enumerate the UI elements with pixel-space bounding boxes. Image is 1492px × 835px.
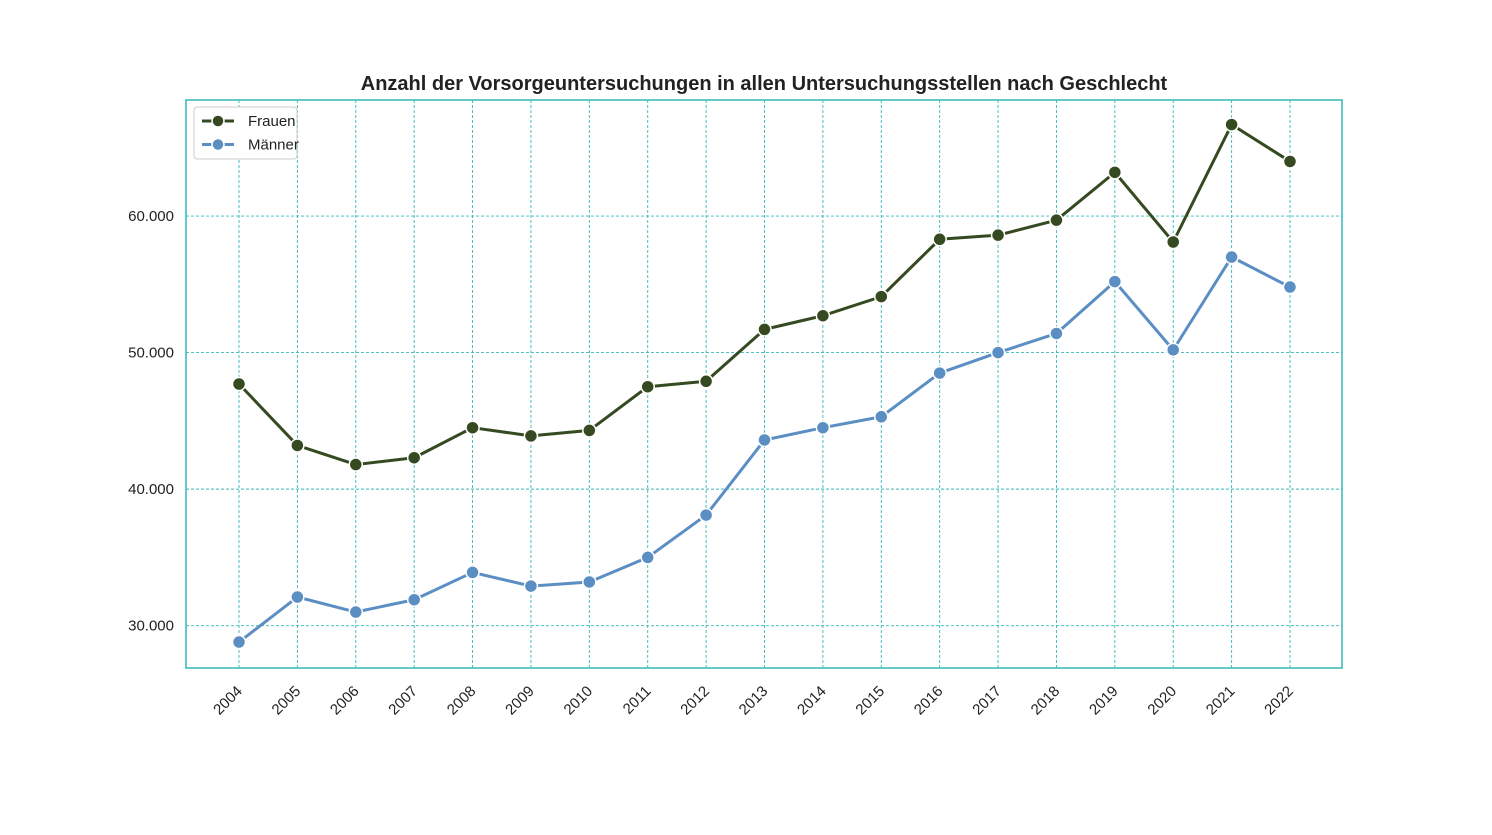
y-tick-label: 40.000: [128, 481, 174, 498]
data-point: [1224, 249, 1239, 265]
data-point: [932, 232, 947, 247]
data-point: [348, 604, 364, 620]
data-point: [231, 634, 247, 650]
x-tick-label: 2019: [1086, 683, 1122, 719]
data-point: [874, 409, 889, 425]
data-point: [698, 507, 714, 523]
data-point: [231, 376, 247, 392]
data-point: [640, 379, 655, 394]
x-tick-label: 2016: [911, 683, 947, 719]
x-tick-label: 2007: [385, 683, 421, 719]
legend-label: Männer: [248, 137, 299, 154]
y-tick-label: 50.000: [128, 345, 174, 362]
data-point: [1165, 234, 1181, 250]
y-tick-label: 30.000: [128, 618, 174, 635]
x-tick-label: 2020: [1144, 683, 1180, 719]
x-tick-label: 2008: [444, 683, 480, 719]
data-point: [815, 420, 831, 435]
x-tick-label: 2005: [269, 683, 305, 719]
data-point: [1107, 165, 1123, 180]
data-point: [523, 428, 539, 444]
data-point: [1049, 326, 1064, 341]
data-point: [290, 589, 305, 605]
data-point: [465, 420, 480, 435]
legend-label: Frauen: [248, 113, 296, 130]
data-point: [757, 322, 772, 337]
data-point: [465, 565, 480, 580]
x-tick-label: 2015: [852, 683, 888, 719]
data-point: [698, 374, 714, 389]
data-point: [874, 289, 889, 304]
x-tick-label: 2022: [1261, 683, 1297, 719]
data-point: [990, 345, 1006, 360]
series-line: [237, 255, 1292, 644]
x-tick-label: 2011: [620, 683, 655, 718]
data-point: [290, 438, 305, 453]
data-point: [1282, 154, 1298, 169]
legend-marker: [211, 137, 225, 152]
x-tick-label: 2004: [210, 683, 246, 719]
data-point: [1224, 117, 1239, 132]
data-point: [815, 308, 831, 323]
y-tick-label: 60.000: [128, 208, 174, 225]
data-point: [1165, 342, 1181, 358]
x-tick-label: 2010: [561, 683, 597, 719]
data-point: [1049, 212, 1064, 228]
x-tick-label: 2012: [677, 683, 713, 719]
series-1: [231, 117, 1298, 472]
data-point: [582, 423, 597, 438]
x-tick-label: 2013: [736, 683, 772, 719]
data-point: [990, 227, 1006, 243]
data-point: [348, 457, 364, 472]
legend: Frauen Männer: [193, 106, 299, 160]
grid-lines: [186, 100, 1342, 668]
x-tick-label: 2018: [1028, 683, 1064, 719]
data-point: [1107, 274, 1123, 289]
axis-ticks: 2004 2005 2006 2007 2008 2009 2010 2011 2012 2013…: [128, 208, 1297, 718]
data-point: [582, 574, 597, 590]
x-tick-label: 2006: [327, 683, 363, 719]
data-point: [1282, 279, 1298, 295]
series-2: [231, 249, 1298, 650]
x-tick-label: 2021: [1203, 683, 1239, 719]
data-point: [932, 365, 947, 381]
data-point: [406, 592, 422, 607]
plot-frame: [185, 99, 1343, 669]
data-series: [231, 117, 1298, 650]
chart-title: Anzahl der Vorsorgeuntersuchungen in all…: [361, 73, 1168, 95]
x-tick-label: 2014: [794, 683, 830, 719]
data-point: [406, 450, 422, 465]
x-tick-label: 2017: [969, 683, 1005, 719]
data-point: [640, 550, 655, 565]
data-point: [523, 578, 539, 594]
legend-marker: [211, 114, 225, 128]
x-tick-label: 2009: [502, 683, 538, 719]
data-point: [757, 432, 772, 448]
